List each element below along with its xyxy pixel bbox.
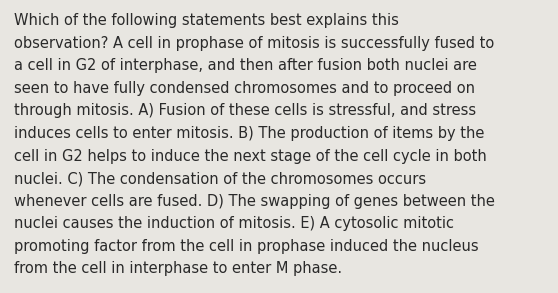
Text: a cell in G2 of interphase, and then after fusion both nuclei are: a cell in G2 of interphase, and then aft… (14, 58, 477, 73)
Text: nuclei causes the induction of mitosis. E) A cytosolic mitotic: nuclei causes the induction of mitosis. … (14, 216, 454, 231)
Text: cell in G2 helps to induce the next stage of the cell cycle in both: cell in G2 helps to induce the next stag… (14, 149, 487, 163)
Text: seen to have fully condensed chromosomes and to proceed on: seen to have fully condensed chromosomes… (14, 81, 475, 96)
Text: from the cell in interphase to enter M phase.: from the cell in interphase to enter M p… (14, 261, 342, 276)
Text: observation? A cell in prophase of mitosis is successfully fused to: observation? A cell in prophase of mitos… (14, 36, 494, 51)
Text: through mitosis. A) Fusion of these cells is stressful, and stress: through mitosis. A) Fusion of these cell… (14, 103, 476, 118)
Text: promoting factor from the cell in prophase induced the nucleus: promoting factor from the cell in propha… (14, 239, 479, 254)
Text: Which of the following statements best explains this: Which of the following statements best e… (14, 13, 399, 28)
Text: induces cells to enter mitosis. B) The production of items by the: induces cells to enter mitosis. B) The p… (14, 126, 484, 141)
Text: nuclei. C) The condensation of the chromosomes occurs: nuclei. C) The condensation of the chrom… (14, 171, 426, 186)
Text: whenever cells are fused. D) The swapping of genes between the: whenever cells are fused. D) The swappin… (14, 194, 495, 209)
